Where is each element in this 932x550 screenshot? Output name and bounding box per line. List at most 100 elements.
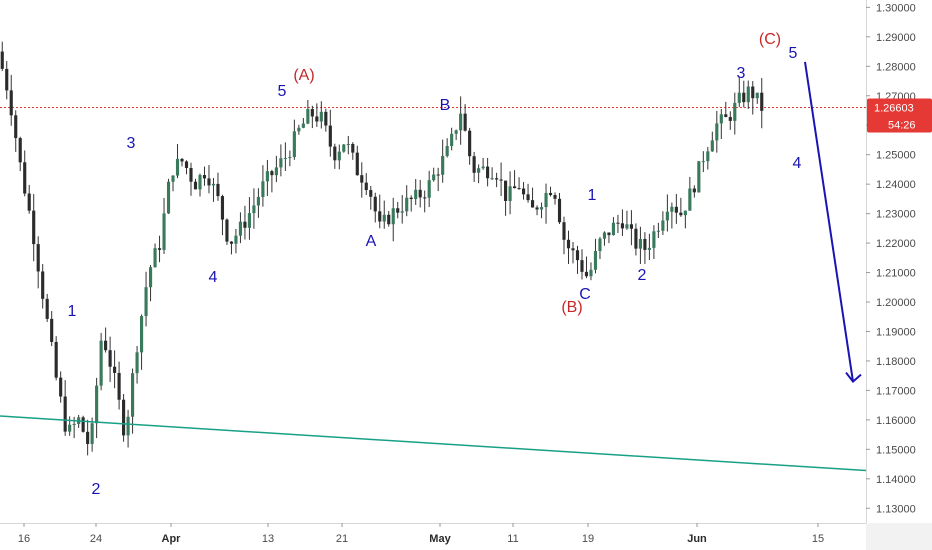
candle-body (189, 167, 193, 182)
wave-label: 5 (789, 45, 798, 62)
candle-body (454, 130, 458, 134)
candle-body (580, 260, 584, 272)
candle-body (319, 111, 323, 122)
candle-body (553, 195, 557, 199)
candle-body (234, 235, 238, 244)
x-tick-label: 15 (812, 533, 824, 545)
candle-body (688, 188, 692, 211)
candle-body (656, 230, 660, 232)
x-tick-label: 16 (18, 533, 30, 545)
candle-body (400, 211, 404, 213)
candle-body (274, 167, 278, 176)
candle-body (351, 144, 355, 153)
candle-body (9, 90, 13, 116)
candle-body (288, 157, 292, 159)
candle-body (382, 214, 386, 222)
y-tick-label: 1.20000 (876, 297, 916, 309)
candle-body (135, 352, 139, 374)
wave-label: 1 (68, 303, 77, 320)
candle-body (575, 250, 580, 261)
candle-body (166, 181, 171, 214)
candle-body (472, 156, 476, 173)
candle-body (144, 287, 148, 317)
candle-body (683, 210, 687, 216)
candle-body (184, 161, 189, 168)
candle-body (751, 86, 755, 99)
candle-body (562, 222, 566, 240)
candle-body (36, 244, 40, 272)
candle-body (360, 175, 364, 183)
wave-label: 3 (127, 135, 136, 152)
candle-body (535, 207, 539, 210)
y-tick-label: 1.13000 (876, 503, 916, 515)
candle-body (679, 212, 683, 216)
y-tick-label: 1.18000 (876, 356, 916, 368)
plot-area[interactable]: 1 2 3 4 5 (A) A B 1 C(B) 2 3 (C) 5 4 (0, 31, 867, 498)
time-axis[interactable]: 16 24 Apr 13 21 May 11 19 Jun 15 (0, 523, 932, 550)
candle-body (517, 188, 521, 190)
wave-label: 4 (209, 269, 218, 286)
candle-body (41, 271, 45, 299)
candle-body (270, 171, 274, 176)
candle-body (459, 113, 463, 131)
candle-body (333, 146, 337, 161)
candle-body (99, 340, 103, 386)
candle-body (737, 92, 741, 103)
wave-label: 3 (737, 65, 746, 82)
candle-body (378, 211, 382, 222)
candle-body (72, 423, 76, 425)
candle-body (229, 241, 234, 244)
candle-body (760, 92, 764, 111)
candle-body (414, 189, 418, 200)
wave-label: 2 (92, 481, 101, 498)
candle-body (598, 238, 602, 252)
wave-label: 4 (793, 155, 802, 172)
candle-body (463, 113, 467, 131)
candle-body (310, 109, 314, 117)
y-tick-label: 1.28000 (876, 61, 916, 73)
candle-body (346, 144, 350, 146)
candle-body (220, 196, 225, 220)
y-tick-label: 1.21000 (876, 268, 916, 280)
y-tick-label: 1.24000 (876, 179, 916, 191)
candle-body (90, 423, 94, 444)
support-trendline[interactable] (0, 415, 867, 472)
candle-body (670, 206, 674, 212)
candle-body (126, 416, 130, 436)
candle-body (742, 92, 746, 103)
candle-body (342, 144, 346, 152)
candle-body (441, 155, 445, 175)
candle-body (252, 205, 256, 214)
candle-body (409, 197, 413, 200)
candle-body (468, 130, 472, 157)
candle-body (171, 175, 175, 182)
candle-body (292, 131, 296, 158)
candle-body (629, 224, 633, 229)
price-axis[interactable]: 1.300001.290001.280001.270001.260001.250… (866, 0, 932, 523)
candle-body (521, 188, 526, 195)
candle-body (710, 140, 714, 152)
candle-body (297, 127, 301, 132)
candle-body (602, 232, 607, 239)
candle-body (86, 431, 90, 444)
projection-arrow (804, 61, 862, 384)
wave-labels: 1 2 3 4 5 (A) A B 1 C(B) 2 3 (C) 5 4 (68, 31, 802, 498)
candle-body (373, 196, 377, 212)
candle-body (450, 133, 454, 147)
candle-body (265, 171, 269, 182)
candle-body (733, 102, 737, 121)
current-price-badge: 1.26603 54:26 (867, 98, 932, 133)
candle-body (728, 117, 732, 121)
candle-body (427, 180, 431, 198)
candle-body (202, 175, 207, 179)
y-tick-label: 1.30000 (876, 2, 916, 14)
candle-body (153, 248, 157, 268)
x-tick-label: 11 (507, 533, 518, 545)
candle-body (513, 186, 517, 189)
wave-label: (B) (561, 299, 582, 316)
candle-body (216, 183, 220, 197)
wave-label: B (440, 97, 451, 114)
candle-body (616, 222, 620, 224)
wave-label: 2 (638, 267, 647, 284)
